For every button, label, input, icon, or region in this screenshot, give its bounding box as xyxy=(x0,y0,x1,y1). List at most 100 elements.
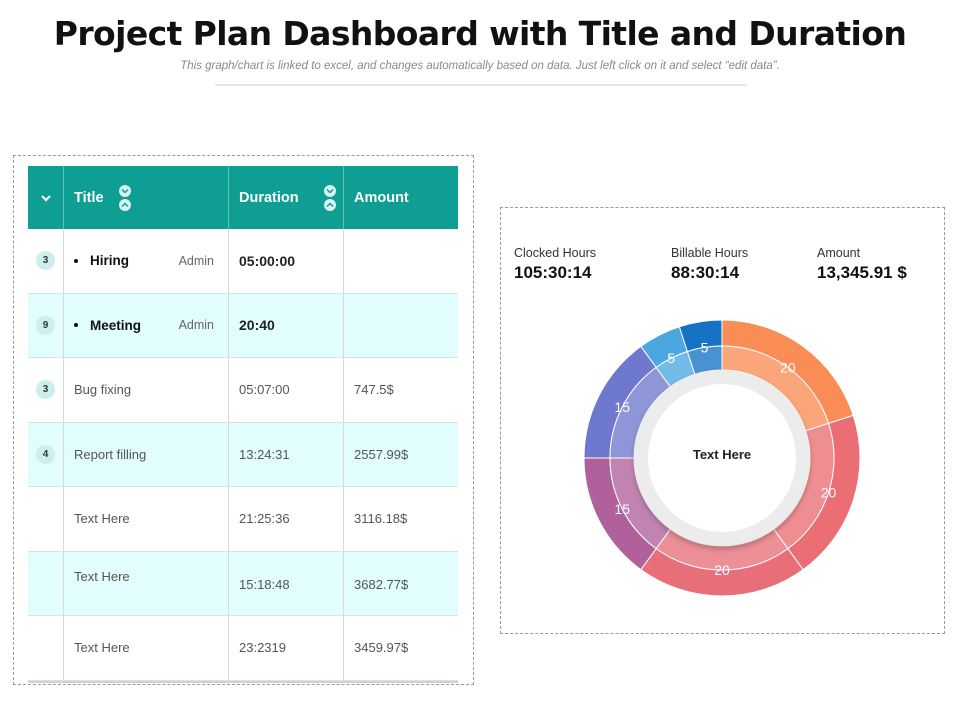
stat-billable-hours: Billable Hours 88:30:14 xyxy=(671,246,748,283)
row-number-cell: 9 xyxy=(28,294,63,358)
project-table: Title Duration Amount 3 Hiring Admin 05:0… xyxy=(28,166,458,683)
row-amount: 3459.97$ xyxy=(354,640,409,656)
row-number-cell xyxy=(28,487,63,551)
title-cell: Bug fixing xyxy=(63,358,228,422)
row-number-cell: 3 xyxy=(28,358,63,422)
table-row[interactable]: 3 Bug fixing 05:07:00 747.5$ xyxy=(28,358,458,423)
row-number-badge: 3 xyxy=(36,380,55,400)
row-duration: 20:40 xyxy=(239,317,275,334)
stat-amount: Amount 13,345.91 $ xyxy=(817,246,907,283)
row-title: Text Here xyxy=(74,511,130,527)
column-header-title[interactable]: Title xyxy=(63,166,228,229)
table-header: Title Duration Amount xyxy=(28,166,458,229)
table-row[interactable]: 3 Hiring Admin 05:00:00 xyxy=(28,229,458,294)
stat-value: 105:30:14 xyxy=(514,263,592,282)
amount-cell xyxy=(343,229,458,293)
bullet-icon xyxy=(74,258,78,263)
row-number-cell xyxy=(28,616,63,680)
row-amount: 3116.18$ xyxy=(354,511,408,527)
duration-cell: 05:07:00 xyxy=(228,358,343,422)
page-title: Project Plan Dashboard with Title and Du… xyxy=(53,14,907,53)
row-duration: 15:18:48 xyxy=(239,576,290,592)
amount-cell xyxy=(343,293,458,357)
row-number-cell: 3 xyxy=(28,229,63,293)
row-role: Admin xyxy=(178,253,214,268)
title-cell: Meeting Admin xyxy=(63,293,228,357)
chevron-down-icon xyxy=(40,194,51,202)
stat-label: Billable Hours xyxy=(671,246,749,260)
donut-slice-label: 5 xyxy=(667,350,675,366)
donut-chart[interactable]: 20 20 20 15 15 5 5 Text Here xyxy=(582,320,862,600)
donut-center-label: Text Here xyxy=(693,447,751,462)
duration-cell: 20:40 xyxy=(228,293,343,357)
amount-cell: 2557.99$ xyxy=(343,422,458,486)
row-title: Meeting xyxy=(90,317,142,333)
column-header-duration-label: Duration xyxy=(239,189,299,206)
column-header-amount[interactable]: Amount xyxy=(343,166,458,229)
row-number-badge: 4 xyxy=(36,444,55,464)
row-duration: 21:25:36 xyxy=(239,511,290,527)
title-cell: Report filling xyxy=(63,422,228,486)
donut-slice-label: 20 xyxy=(821,485,837,501)
donut-slice-label: 20 xyxy=(780,359,796,375)
duration-cell: 15:18:48 xyxy=(228,551,343,615)
stat-value: 88:30:14 xyxy=(671,263,740,282)
sort-up-icon xyxy=(119,199,131,211)
row-title: Hiring xyxy=(90,253,129,269)
stat-value: 13,345.91 $ xyxy=(817,263,907,282)
column-header-amount-label: Amount xyxy=(354,189,409,206)
row-title: Text Here xyxy=(74,568,130,584)
row-amount: 747.5$ xyxy=(354,382,394,398)
sort-title-button[interactable] xyxy=(118,185,132,211)
row-number-cell: 4 xyxy=(28,423,63,487)
title-cell: Text Here xyxy=(63,551,228,615)
row-number-badge: 3 xyxy=(36,251,55,271)
table-panel xyxy=(13,155,474,685)
duration-cell: 21:25:36 xyxy=(228,487,343,551)
amount-cell: 747.5$ xyxy=(343,358,458,422)
row-duration: 13:24:31 xyxy=(239,446,290,462)
table-bottom-rule xyxy=(28,680,458,683)
row-duration: 23:2319 xyxy=(239,640,286,656)
table-row[interactable]: Text Here 15:18:48 3682.77$ xyxy=(28,551,458,616)
column-header-duration[interactable]: Duration xyxy=(228,166,343,229)
chart-panel xyxy=(500,207,945,634)
amount-cell: 3116.18$ xyxy=(343,487,458,551)
duration-cell: 05:00:00 xyxy=(228,229,343,293)
row-number-cell xyxy=(28,552,63,616)
sort-down-icon xyxy=(324,185,336,197)
sort-duration-button[interactable] xyxy=(323,185,337,211)
amount-cell: 3459.97$ xyxy=(343,616,458,680)
row-duration: 05:07:00 xyxy=(239,382,290,398)
table-row[interactable]: Text Here 23:2319 3459.97$ xyxy=(28,616,458,681)
title-cell: Text Here xyxy=(63,616,228,680)
donut-slice-label: 15 xyxy=(614,501,630,517)
expand-all-button[interactable] xyxy=(28,166,63,229)
row-role: Admin xyxy=(178,318,214,333)
table-row[interactable]: 4 Report filling 13:24:31 2557.99$ xyxy=(28,422,458,487)
bullet-icon xyxy=(74,323,78,328)
duration-cell: 13:24:31 xyxy=(228,422,343,486)
row-amount: 2557.99$ xyxy=(354,446,409,462)
row-duration: 05:00:00 xyxy=(239,252,296,269)
row-title: Report filling xyxy=(74,446,147,462)
title-cell: Hiring Admin xyxy=(63,229,228,293)
row-amount: 3682.77$ xyxy=(354,576,409,592)
sort-up-icon xyxy=(324,199,336,211)
donut-slice-label: 5 xyxy=(701,339,709,355)
stat-label: Amount xyxy=(817,246,861,260)
table-row[interactable]: 9 Meeting Admin 20:40 xyxy=(28,293,458,358)
amount-cell: 3682.77$ xyxy=(343,551,458,615)
donut-slice-label: 15 xyxy=(614,399,630,415)
stat-clocked-hours: Clocked Hours 105:30:14 xyxy=(514,246,596,283)
donut-center xyxy=(648,384,796,532)
title-cell: Text Here xyxy=(63,487,228,551)
page-subtitle: This graph/chart is linked to excel, and… xyxy=(180,60,780,72)
row-title: Bug fixing xyxy=(74,382,132,398)
row-title: Text Here xyxy=(74,640,130,656)
donut-slice-label: 20 xyxy=(714,562,730,578)
title-divider xyxy=(215,84,747,86)
duration-cell: 23:2319 xyxy=(228,616,343,680)
table-row[interactable]: Text Here 21:25:36 3116.18$ xyxy=(28,487,458,552)
column-header-title-label: Title xyxy=(74,189,104,206)
